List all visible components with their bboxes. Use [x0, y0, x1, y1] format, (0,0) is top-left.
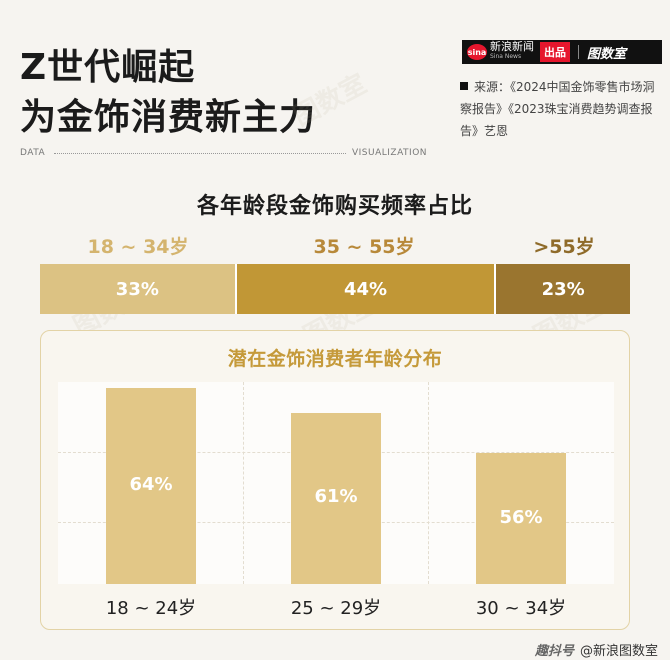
source-note: 来源：《2024中国金饰零售市场洞察报告》《2023珠宝消费趋势调查报告》艺恩: [460, 76, 665, 142]
bar-value-label: 61%: [314, 486, 358, 508]
category-label: 18 ~ 24岁: [105, 598, 197, 619]
grid-line: [428, 382, 429, 584]
distribution-plot: 64% 61% 56%: [58, 382, 614, 584]
chart1-title: 各年龄段金饰购买频率占比: [196, 194, 473, 219]
source-text: 来源：《2024中国金饰零售市场洞察报告》《2023珠宝消费趋势调查报告》艺恩: [460, 80, 655, 138]
share-segment: 23%: [494, 264, 630, 314]
footer-credit: 趣抖号 @新浪图数室: [535, 640, 658, 659]
footer-text: @新浪图数室: [579, 644, 658, 659]
brand-name-cn: 新浪新闻: [490, 40, 534, 53]
category-label: 25 ~ 29岁: [290, 598, 382, 619]
share-bar: 33% 44% 23%: [40, 264, 630, 314]
bar-value-label: 64%: [129, 474, 173, 495]
chart2-title: 潜在金饰消费者年龄分布: [227, 348, 443, 370]
sina-logo-icon: sina: [467, 44, 487, 60]
brand-chupin-badge: 出品: [540, 42, 570, 62]
share-segment: 33%: [40, 264, 235, 314]
distribution-bar: [106, 388, 196, 584]
tushushi-logo: 图数室: [587, 46, 627, 62]
brand-banner: sina 新浪新闻 Sina News 出品 图数室: [462, 40, 662, 64]
title-line-2: 为金饰消费新主力: [20, 97, 317, 138]
brand-name-en: Sina News: [490, 53, 522, 60]
brand-separator: [578, 45, 579, 59]
bar-value-label: 56%: [499, 506, 543, 528]
distribution-bar: [291, 412, 381, 584]
brand-name: 新浪新闻 Sina News: [490, 40, 534, 62]
share-segment: 44%: [234, 264, 495, 314]
grid-line: [243, 382, 244, 584]
age-label-35-55: 35 ~ 55岁: [313, 236, 415, 258]
distribution-bar: [476, 453, 566, 584]
category-label: 30 ~ 34岁: [475, 598, 567, 619]
label-visualization: VISUALIZATION: [352, 148, 428, 158]
age-label-over-55: >55岁: [533, 236, 595, 258]
label-data: DATA: [20, 148, 46, 158]
square-bullet-icon: [460, 82, 468, 90]
age-label-18-34: 18 ~ 34岁: [87, 236, 189, 258]
watermark: 图数室: [288, 69, 372, 133]
footer-brand: 趣抖号: [534, 644, 574, 659]
title-line-1: Z世代崛起: [20, 47, 196, 88]
dotted-divider: [54, 153, 346, 154]
